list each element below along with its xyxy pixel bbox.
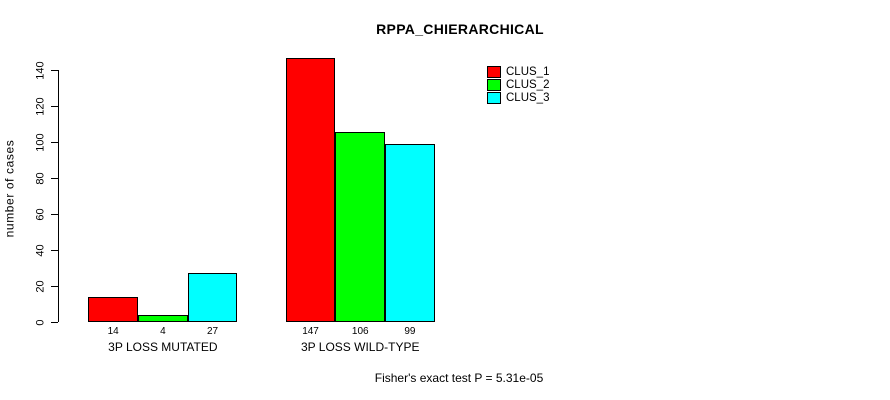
y-axis-tick: [51, 177, 58, 179]
legend-item-clus_3: CLUS_3: [487, 92, 549, 105]
legend-item-clus_2: CLUS_2: [487, 78, 549, 91]
bar-clus_3-group2: [385, 144, 435, 322]
y-axis-tick: [51, 321, 58, 323]
y-axis-tick-label: 80: [34, 172, 47, 185]
bar-value-label: 27: [206, 326, 219, 337]
y-axis-tick-label: 0: [34, 318, 47, 326]
legend-label: CLUS_1: [506, 65, 550, 78]
bar-clus_2-group2: [335, 131, 386, 322]
legend-swatch-clus_2: [487, 78, 501, 91]
y-axis-line: [58, 70, 59, 322]
y-axis-label: number of cases: [2, 139, 17, 238]
legend-label: CLUS_2: [506, 78, 550, 91]
y-axis-tick: [51, 213, 58, 215]
legend-swatch-clus_3: [487, 92, 501, 105]
bar-value-label: 106: [351, 326, 369, 337]
bar-clus_1-group1: [88, 296, 138, 322]
stat-test-annotation: Fisher's exact test P = 5.31e-05: [374, 371, 544, 385]
legend-swatch-clus_1: [487, 65, 501, 78]
y-axis-tick: [51, 249, 58, 251]
y-axis-tick: [51, 70, 58, 71]
category-label: 3P LOSS MUTATED: [108, 340, 218, 354]
legend: CLUS_1 CLUS_2 CLUS_3: [487, 65, 549, 105]
legend-item-clus_1: CLUS_1: [487, 65, 549, 78]
legend-label: CLUS_3: [506, 92, 550, 105]
y-axis-tick-label: 40: [34, 244, 47, 257]
y-axis-tick-label: 120: [34, 97, 47, 116]
category-label: 3P LOSS WILD-TYPE: [301, 340, 420, 354]
bar-value-label: 147: [302, 326, 319, 337]
bar-clus_3-group1: [187, 273, 238, 322]
bar-clus_2-group1: [138, 314, 188, 322]
y-axis-tick: [51, 285, 58, 287]
bar-value-label: 14: [107, 326, 119, 337]
bar-value-label: 99: [404, 326, 416, 337]
chart-title: RPPA_CHIERARCHICAL: [376, 21, 544, 37]
y-axis-tick-label: 20: [34, 279, 47, 293]
y-axis-tick-label: 60: [34, 208, 47, 221]
y-axis-tick-label: 100: [34, 133, 47, 152]
y-axis-tick: [51, 105, 58, 107]
bar-value-label: 4: [160, 326, 166, 337]
y-axis-tick-label: 140: [34, 61, 47, 80]
bar-clus_1-group2: [285, 57, 336, 322]
y-axis-tick: [51, 141, 58, 143]
